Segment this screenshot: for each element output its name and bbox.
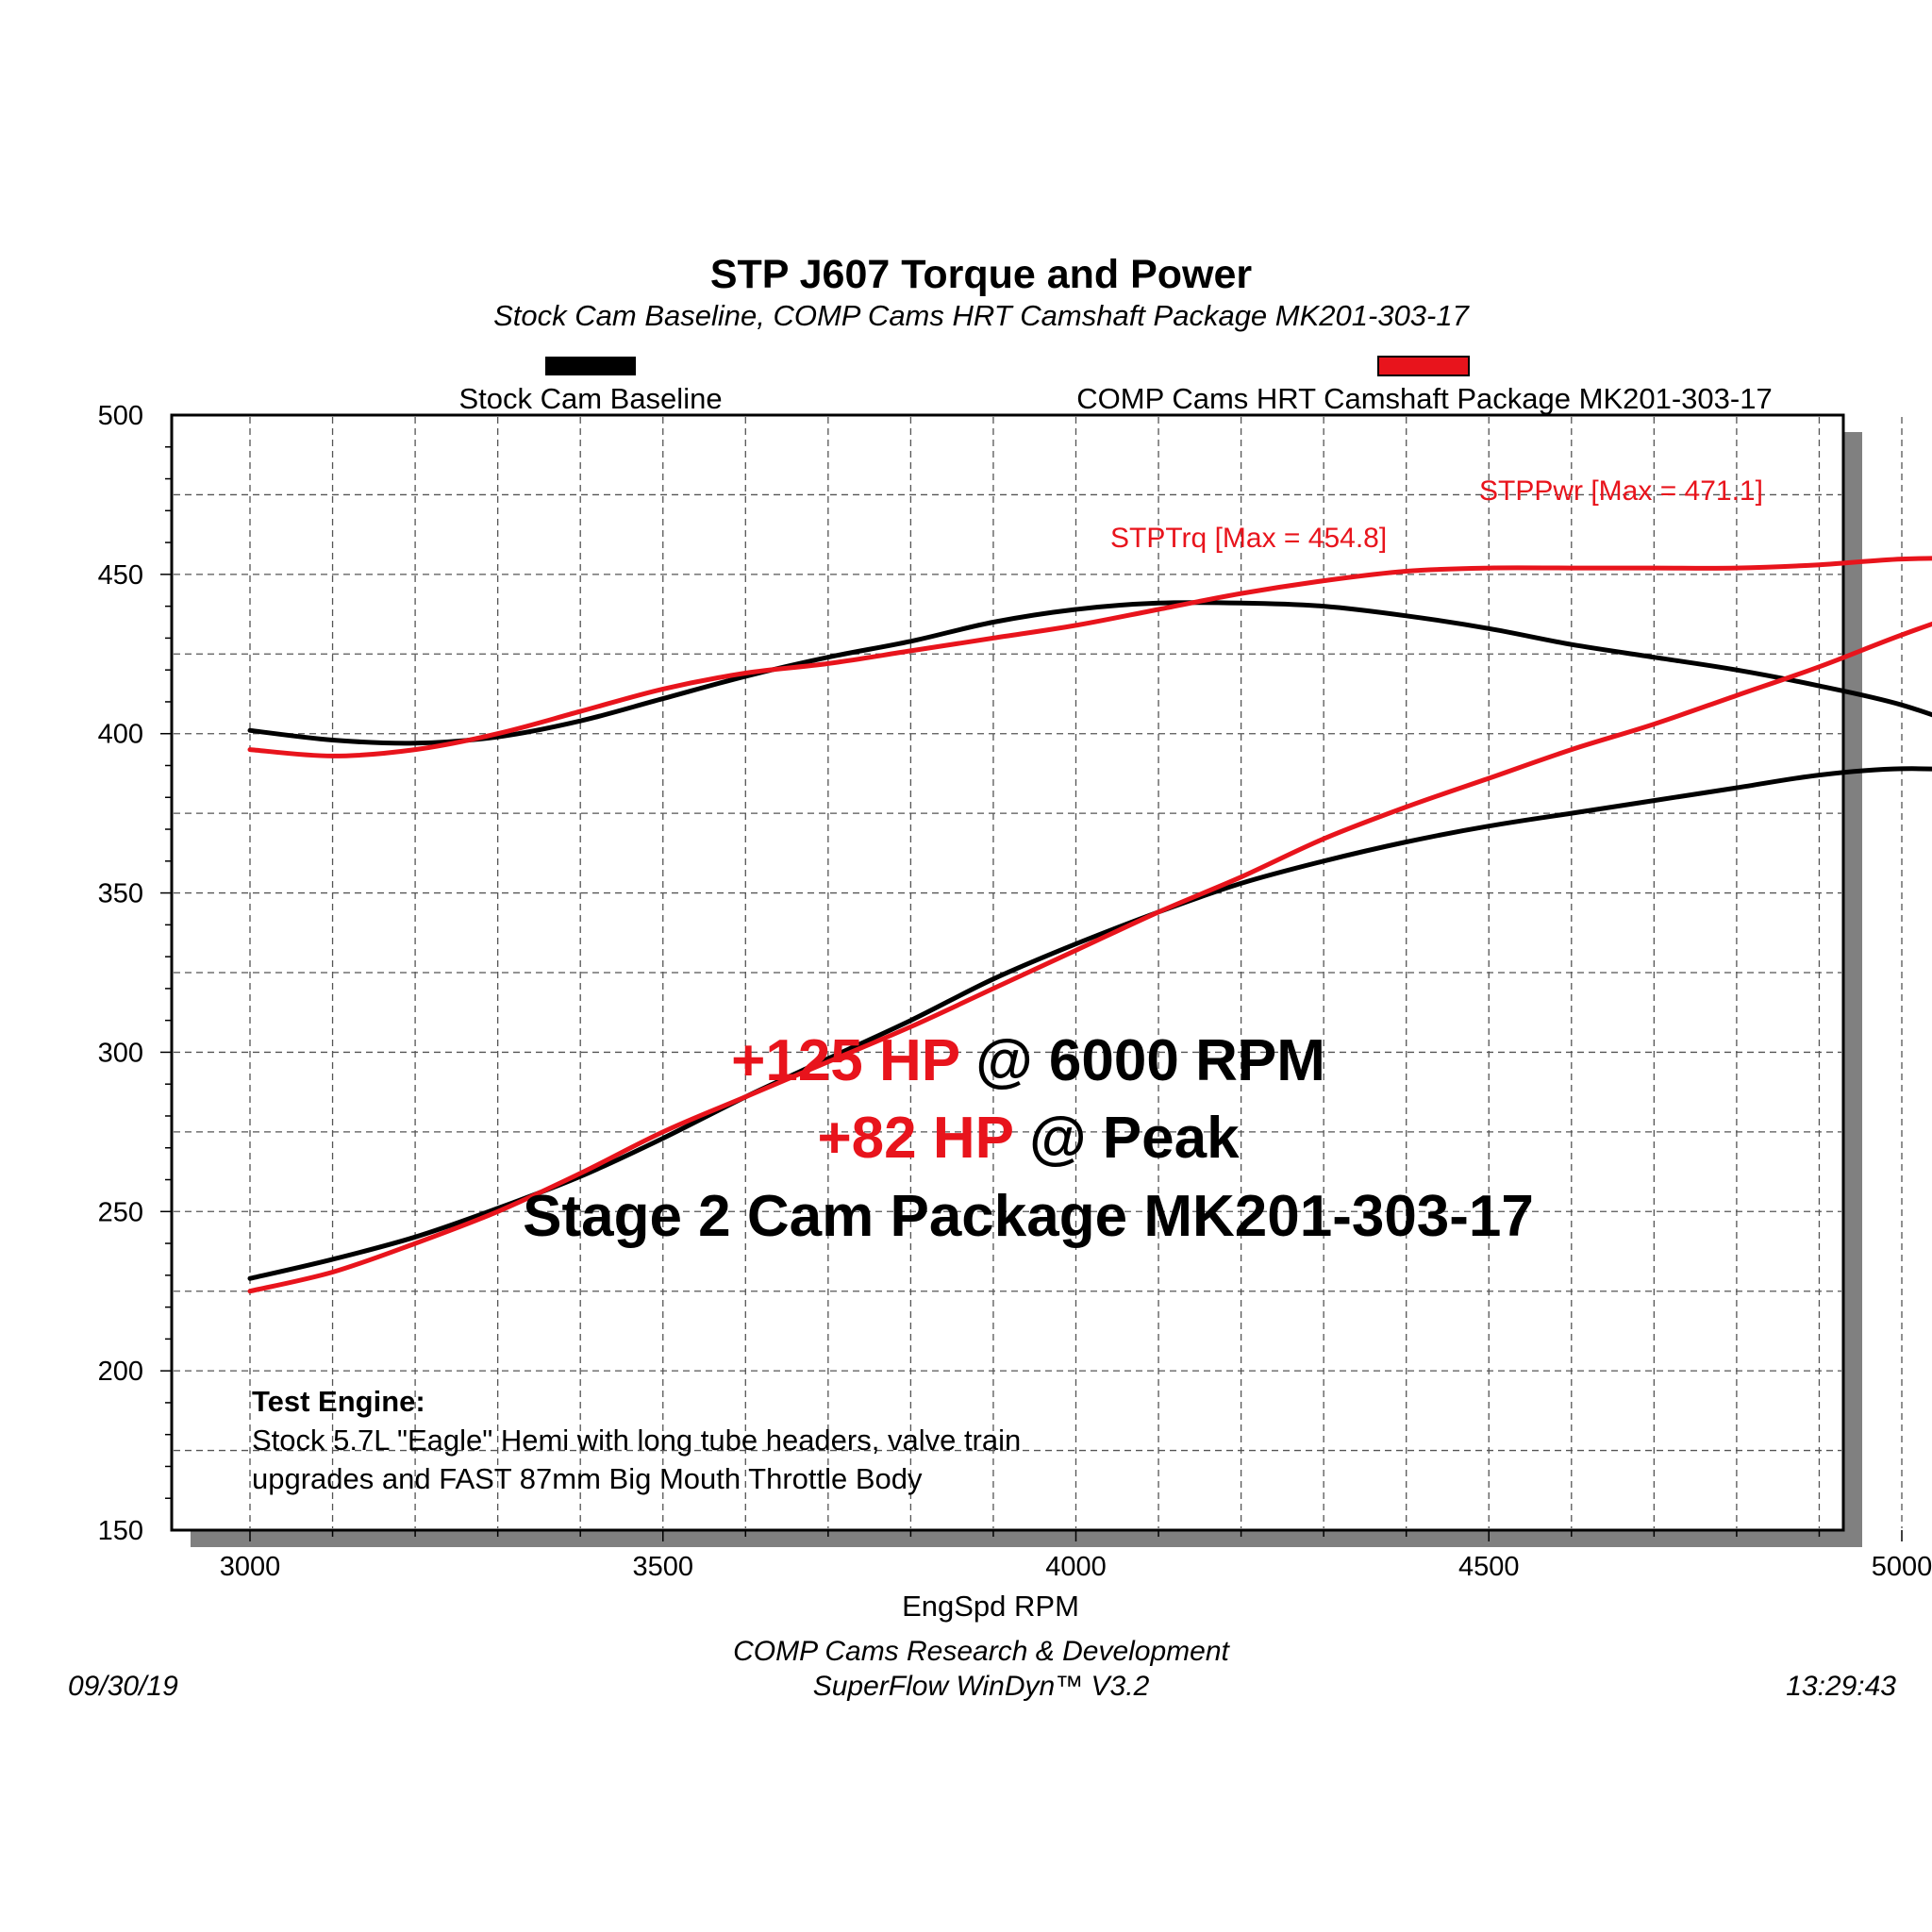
legend-swatch-stock: [545, 357, 636, 375]
annotation-power-max: STPPwr [Max = 471.1]: [1479, 475, 1763, 507]
note-heading: Test Engine:: [252, 1385, 425, 1418]
x-tick-label: 3500: [632, 1552, 693, 1582]
callout-line-3: Stage 2 Cam Package MK201-303-17: [523, 1184, 1534, 1249]
legend-swatch-comp: [1377, 356, 1470, 376]
chart-subtitle: Stock Cam Baseline, COMP Cams HRT Camsha…: [493, 299, 1470, 332]
note-line-2: upgrades and FAST 87mm Big Mouth Throttl…: [252, 1462, 923, 1495]
axis-ticks: 3000350040004500500055006000650015020025…: [98, 401, 1932, 1582]
callout-line-1: +125 HP @ 6000 RPM: [731, 1028, 1325, 1093]
y-tick-label: 400: [98, 720, 143, 750]
series-line-stock-stppwr: [247, 766, 1932, 1281]
legend-label-comp: COMP Cams HRT Camshaft Package MK201-303…: [1076, 382, 1772, 415]
x-axis-label: EngSpd RPM: [902, 1590, 1079, 1623]
y-tick-label: 200: [98, 1357, 143, 1387]
footer-time: 13:29:43: [1786, 1671, 1896, 1702]
y-tick-label: 450: [98, 560, 143, 591]
callout-gain-peak: +82 HP: [817, 1106, 1012, 1171]
grid: [174, 417, 1903, 1528]
chart-title: STP J607 Torque and Power: [710, 252, 1253, 297]
x-tick-label: 4500: [1458, 1552, 1520, 1582]
y-tick-label: 500: [98, 401, 143, 431]
x-tick-label: 5000: [1872, 1552, 1932, 1582]
annotation-torque-max: STPTrq [Max = 454.8]: [1110, 523, 1387, 554]
series-lines: [247, 556, 1932, 1294]
y-tick-label: 350: [98, 879, 143, 909]
x-tick-label: 3000: [220, 1552, 281, 1582]
callout-at-6000: @ 6000 RPM: [959, 1028, 1325, 1093]
legend-label-stock: Stock Cam Baseline: [458, 382, 722, 415]
series-line-comp-stptrq: [247, 556, 1932, 758]
x-tick-label: 4000: [1045, 1552, 1107, 1582]
y-tick-label: 150: [98, 1516, 143, 1546]
series-line-stock-stptrq: [247, 600, 1932, 746]
y-tick-label: 300: [98, 1038, 143, 1068]
legend: Stock Cam Baseline COMP Cams HRT Camshaf…: [458, 356, 1773, 415]
y-tick-label: 250: [98, 1197, 143, 1227]
callout-gain-6000: +125 HP: [731, 1028, 959, 1093]
footer-credit-1: COMP Cams Research & Development: [733, 1636, 1230, 1667]
footer-date: 09/30/19: [68, 1671, 178, 1702]
note-line-1: Stock 5.7L "Eagle" Hemi with long tube h…: [252, 1424, 1021, 1457]
series-line-comp-stppwr: [247, 621, 1932, 1294]
footer-credit-2: SuperFlow WinDyn™ V3.2: [813, 1671, 1150, 1702]
callout-line-2: +82 HP @ Peak: [817, 1106, 1240, 1171]
callout-at-peak: @ Peak: [1013, 1106, 1240, 1171]
